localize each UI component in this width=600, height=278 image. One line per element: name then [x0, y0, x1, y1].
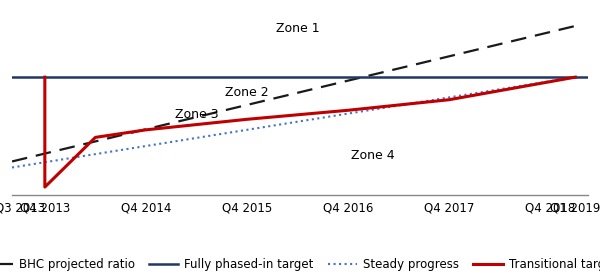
- Text: Zone 4: Zone 4: [352, 149, 395, 162]
- Text: Zone 3: Zone 3: [175, 108, 218, 121]
- Legend: BHC projected ratio, Fully phased-in target, Steady progress, Transitional targe: BHC projected ratio, Fully phased-in tar…: [0, 253, 600, 275]
- Text: Zone 1: Zone 1: [275, 23, 319, 36]
- Text: Zone 2: Zone 2: [225, 86, 269, 99]
